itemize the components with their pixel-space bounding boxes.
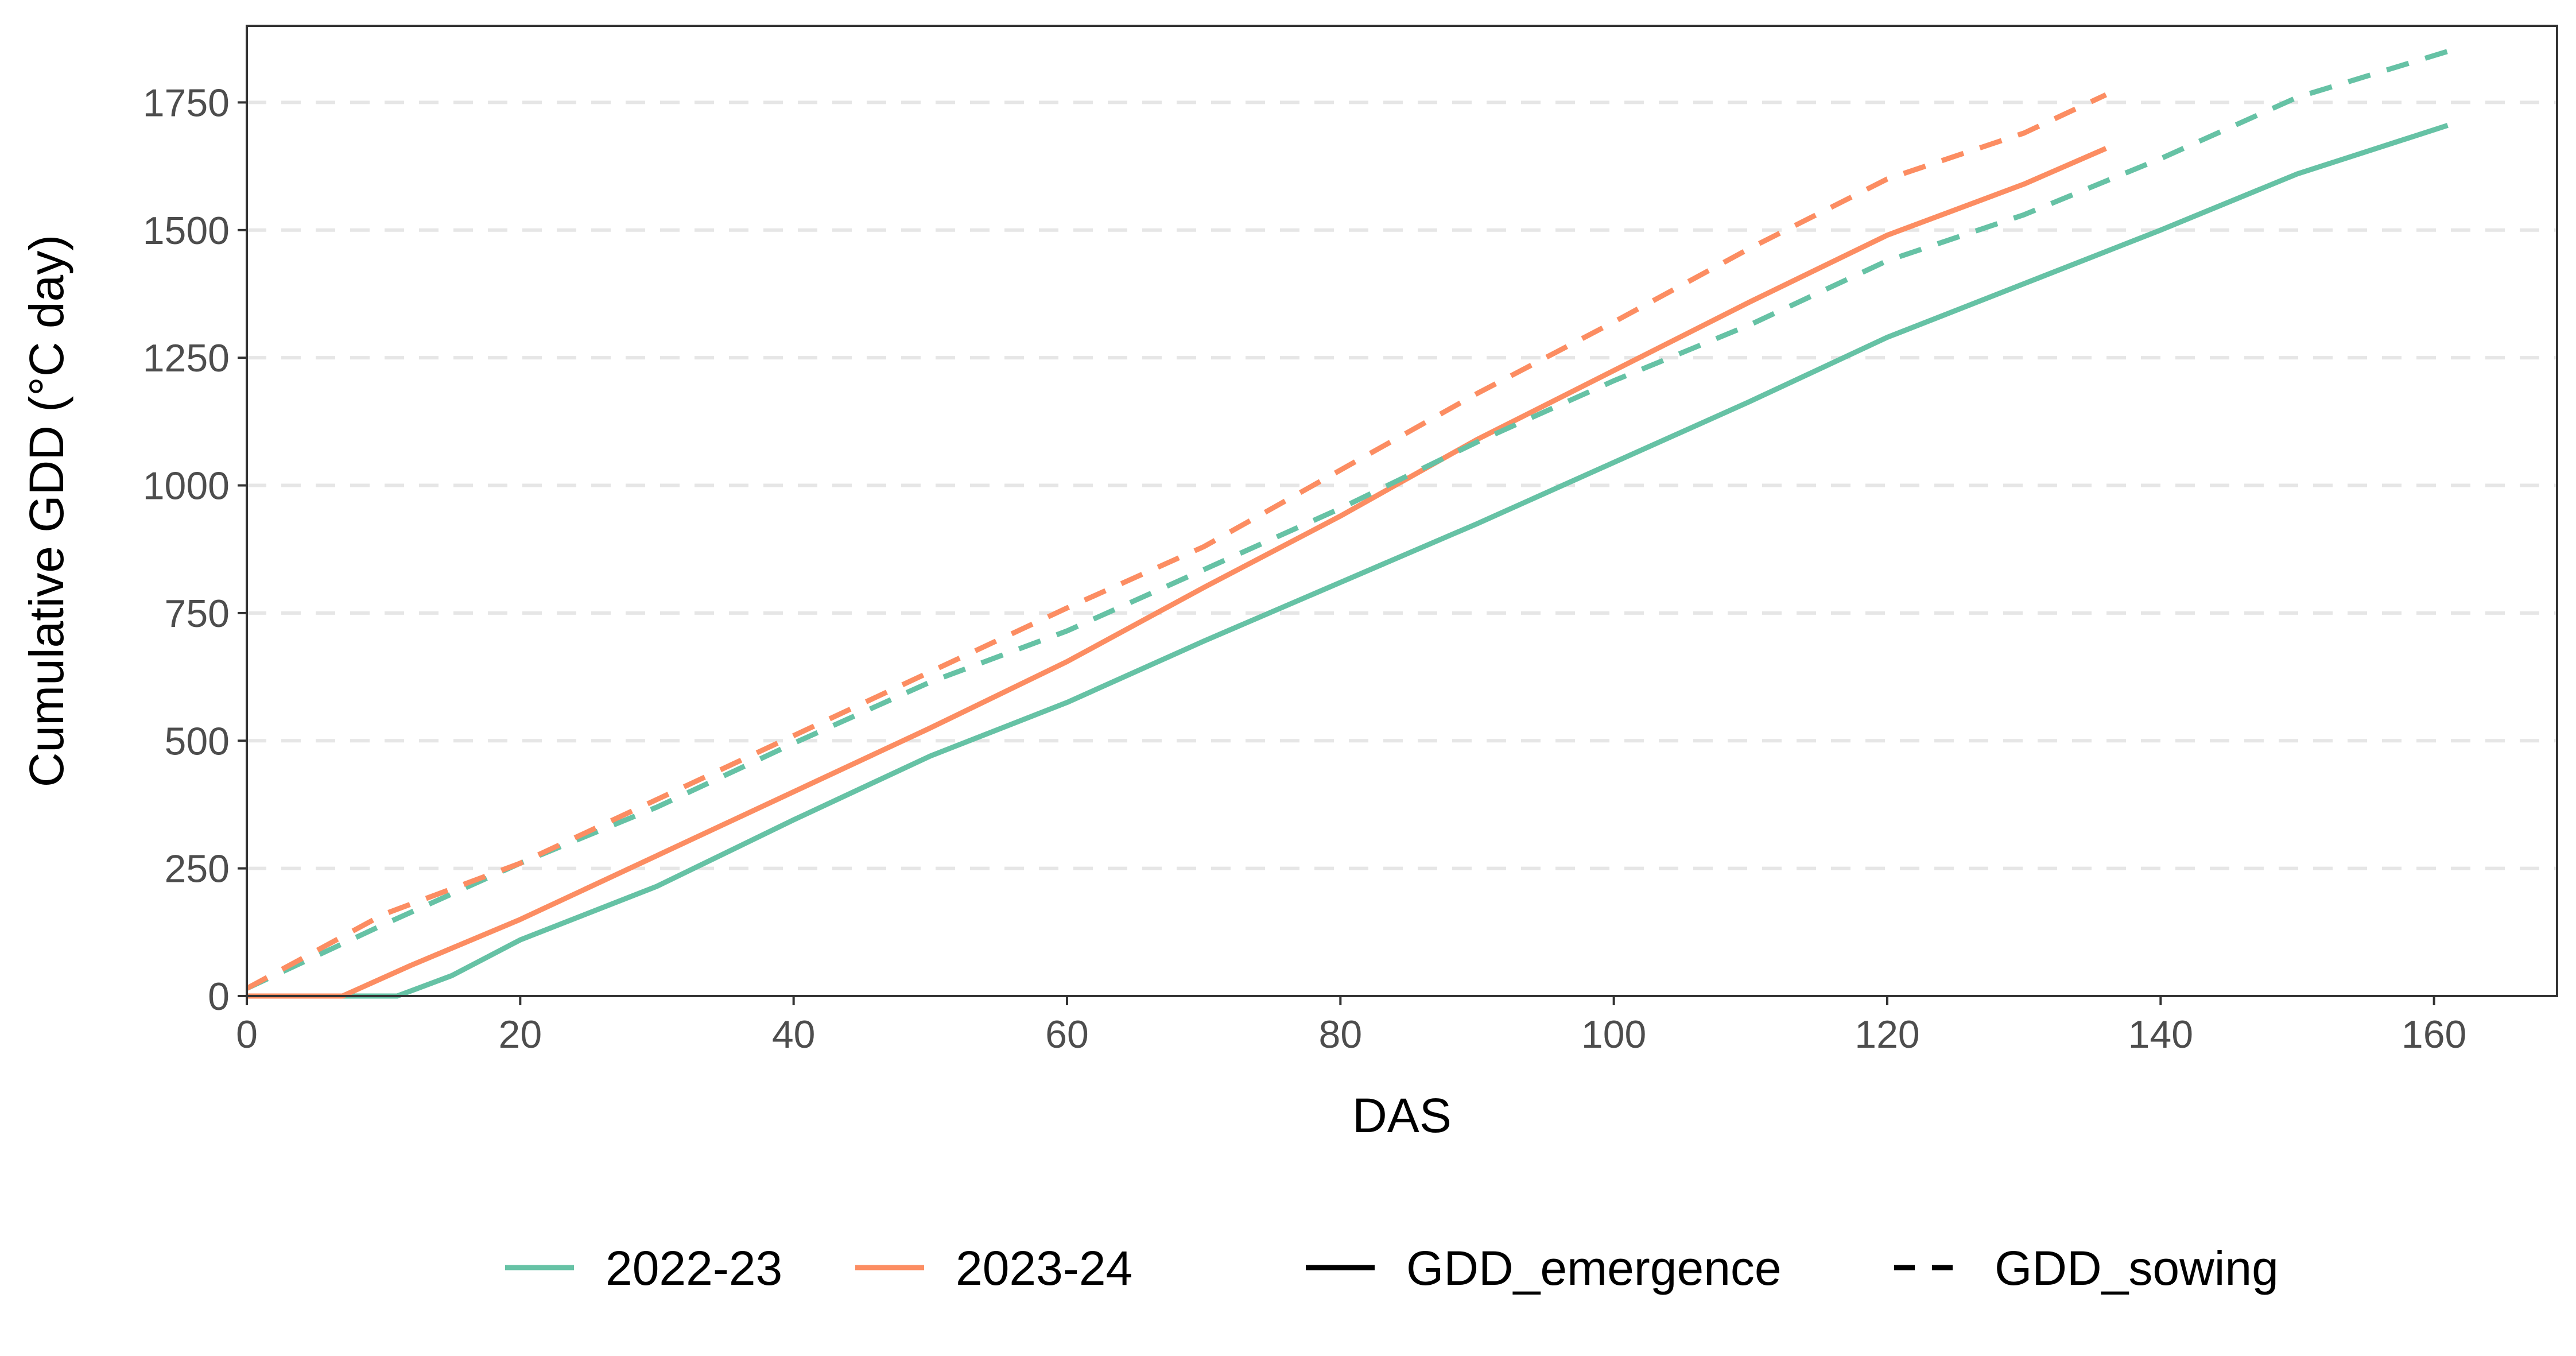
x-tick-label: 40 <box>772 1013 816 1056</box>
x-tick-label: 160 <box>2402 1013 2466 1056</box>
y-tick-label: 1500 <box>143 209 230 253</box>
series-line-2022-23-gdd-emergence <box>247 123 2449 999</box>
y-tick-label: 0 <box>208 975 230 1018</box>
x-tick-label: 0 <box>236 1013 258 1056</box>
y-tick-label: 1750 <box>143 81 230 125</box>
x-tick-label: 20 <box>499 1013 542 1056</box>
grid <box>247 100 2557 870</box>
y-axis: 0 250 500 750 1000 1250 1500 1750 <box>143 81 247 1018</box>
series-lines <box>245 49 2449 999</box>
x-tick-label: 140 <box>2128 1013 2193 1056</box>
y-tick-label: 750 <box>165 592 230 636</box>
y-tick-label: 500 <box>165 719 230 763</box>
legend: 2022-23 2023-24 GDD_emergence GDD_sowing <box>505 1241 2279 1295</box>
y-axis-title: Cumulative GDD (°C day) <box>20 235 73 787</box>
legend-label-gdd-emergence: GDD_emergence <box>1406 1241 1782 1295</box>
legend-label-2023-24: 2023-24 <box>956 1241 1132 1295</box>
y-tick-label: 1250 <box>143 336 230 380</box>
plot-panel-border <box>246 25 2558 997</box>
x-tick-label: 120 <box>1855 1013 1919 1056</box>
legend-label-gdd-sowing: GDD_sowing <box>1995 1241 2279 1295</box>
y-tick-label: 1000 <box>143 464 230 508</box>
y-tick-label: 250 <box>165 847 230 891</box>
x-tick-label: 60 <box>1045 1013 1089 1056</box>
x-axis-title: DAS <box>1352 1088 1452 1142</box>
x-axis: 0 20 40 60 80 100 120 140 160 <box>236 996 2466 1056</box>
series-line-2022-23-gdd-sowing <box>246 49 2449 991</box>
legend-label-2022-23: 2022-23 <box>606 1241 782 1295</box>
series-line-2023-24-gdd-sowing <box>245 92 2108 991</box>
x-tick-label: 100 <box>1581 1013 1646 1056</box>
series-line-2023-24-gdd-emergence <box>247 146 2107 999</box>
x-tick-label: 80 <box>1319 1013 1363 1056</box>
